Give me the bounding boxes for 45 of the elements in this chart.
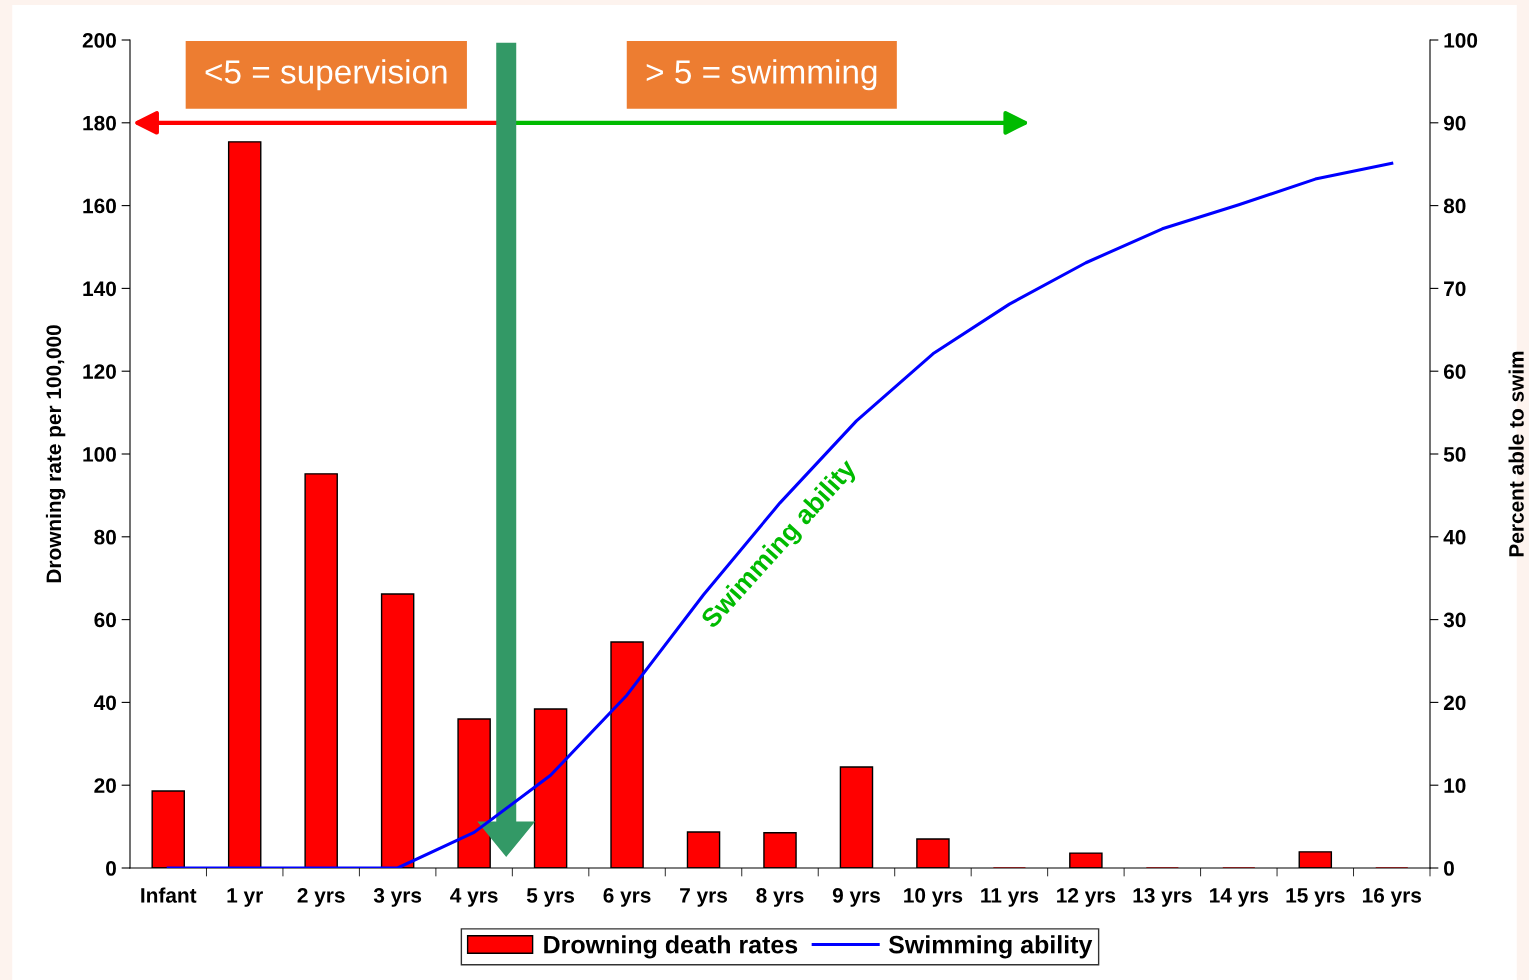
x-tick-label: 1 yr bbox=[227, 888, 263, 907]
x-tick-label: 10 yrs bbox=[904, 887, 963, 907]
y-tick-label: 60 bbox=[94, 612, 116, 628]
x-tick-label: 13 yrs bbox=[1133, 887, 1192, 907]
x-tick-label: 4 yrs bbox=[450, 888, 498, 907]
x-tick-label: 8 yrs bbox=[756, 887, 804, 907]
y2-tick-label: 40 bbox=[1443, 529, 1466, 545]
y-tick-label: 40 bbox=[93, 695, 116, 711]
y-tick-label: 100 bbox=[83, 447, 116, 462]
y-tick-label: 0 bbox=[106, 861, 116, 876]
x-tick-label: Infant bbox=[141, 887, 197, 903]
y-tick-label: 80 bbox=[94, 529, 116, 545]
legend-label: Swimming ability bbox=[888, 935, 1093, 959]
x-tick-label: 2 yrs bbox=[297, 887, 345, 907]
y2-tick-label: 80 bbox=[1443, 198, 1466, 214]
x-tick-label: 16 yrs bbox=[1362, 887, 1422, 907]
x-tick-label: 15 yrs bbox=[1286, 888, 1345, 907]
y2-tick-label: 70 bbox=[1444, 281, 1466, 297]
annotation: > 5 = swimming bbox=[646, 59, 877, 91]
x-tick-label: 5 yrs bbox=[526, 888, 575, 907]
y-tick-label: 180 bbox=[83, 115, 116, 131]
x-tick-label: 3 yrs bbox=[373, 887, 422, 907]
y2-tick-label: 90 bbox=[1443, 115, 1466, 131]
y-tick-label: 140 bbox=[83, 281, 116, 297]
y2-tick-label: 30 bbox=[1443, 612, 1466, 628]
y2-tick-label: 10 bbox=[1444, 778, 1466, 793]
x-tick-label: 11 yrs bbox=[981, 888, 1039, 907]
y2-tick-label: 20 bbox=[1443, 695, 1466, 711]
y-tick-label: 200 bbox=[82, 33, 116, 48]
y-axis-title: Drowning rate per 100,000 bbox=[45, 325, 66, 583]
y2-tick-label: 0 bbox=[1444, 861, 1454, 876]
y2-axis-title: Percent able to swim bbox=[1508, 351, 1524, 557]
legend-label: Drowning death rates bbox=[544, 935, 798, 959]
x-tick-label: 7 yrs bbox=[680, 888, 727, 907]
annotation: <5 = supervision bbox=[205, 59, 447, 91]
x-tick-label: 6 yrs bbox=[603, 887, 651, 907]
y2-tick-label: 100 bbox=[1444, 33, 1478, 48]
y-tick-label: 160 bbox=[83, 198, 116, 214]
x-tick-label: 14 yrs bbox=[1210, 888, 1269, 907]
y-tick-label: 20 bbox=[94, 778, 116, 793]
x-tick-label: 9 yrs bbox=[832, 887, 880, 907]
y2-tick-label: 60 bbox=[1443, 364, 1466, 379]
y-tick-label: 120 bbox=[83, 364, 116, 379]
x-tick-label: 12 yrs bbox=[1057, 887, 1116, 907]
y2-tick-label: 50 bbox=[1443, 447, 1466, 462]
